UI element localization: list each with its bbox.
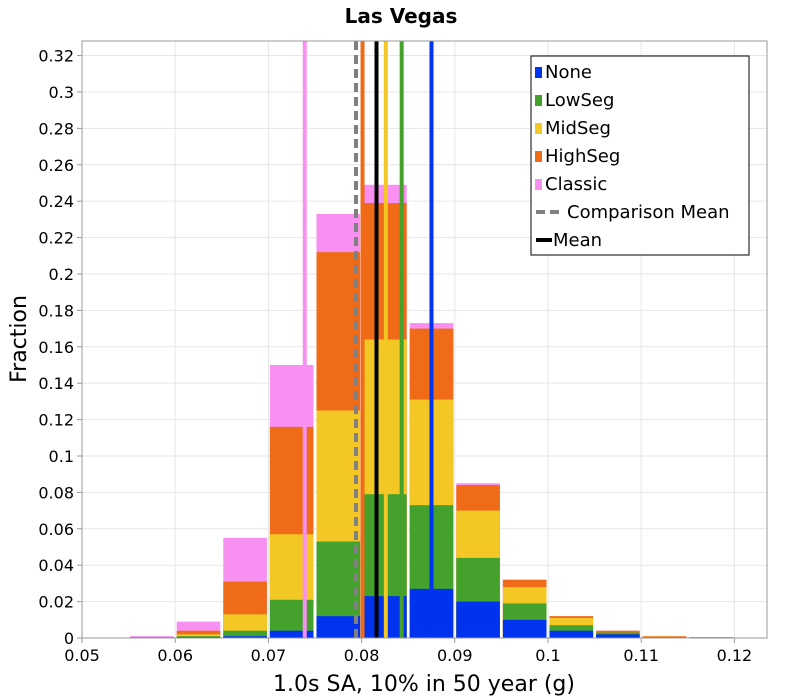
y-tick-label-0: 0 [64,629,74,648]
bar-lowseg-2 [223,630,267,638]
y-tick-label-13: 0.26 [38,156,74,175]
legend-label-highseg: HighSeg [545,146,620,167]
y-tick-label-12: 0.24 [38,192,74,211]
y-tick-label-16: 0.32 [38,47,74,66]
bar-none-10 [596,634,640,638]
x-axis-ticks: 0.05 0.06 0.07 0.08 0.09 0.1 0.11 0.12 [64,638,752,665]
y-tick-label-4: 0.08 [38,483,74,502]
legend-label-lowseg: LowSeg [545,90,614,111]
y-axis-ticks: 0 0.02 0.04 0.06 0.08 0.1 0.12 0.14 0.16 0.18 0.2 0… [38,47,82,648]
y-tick-label-7: 0.14 [38,374,74,393]
legend-label-classic: Classic [545,174,607,195]
y-tick-label-8: 0.16 [38,338,74,357]
y-tick-label-9: 0.18 [38,301,74,320]
bar-none-3 [269,630,314,638]
y-axis-label: Fraction [7,295,32,383]
x-axis-label: 1.0s SA, 10% in 50 year (g) [273,672,575,697]
y-tick-label-2: 0.04 [38,556,74,575]
legend-swatch-midseg [535,123,542,134]
bar-none-2 [223,636,267,638]
y-tick-label-10: 0.2 [49,265,74,284]
x-tick-label-6: 0.11 [623,646,659,665]
y-tick-label-3: 0.06 [38,520,74,539]
bar-none-7 [456,601,500,638]
x-tick-label-0: 0.05 [64,646,100,665]
legend-label-midseg: MidSeg [545,118,611,139]
x-tick-label-4: 0.09 [437,646,473,665]
y-tick-label-1: 0.02 [38,593,74,612]
legend: None LowSeg MidSeg HighSeg Classic Comparison… [530,55,750,256]
x-tick-label-1: 0.06 [157,646,193,665]
legend-swatch-none [535,67,542,78]
bar-none-9 [549,630,594,638]
legend-label-mean: Mean [553,230,602,251]
x-tick-label-7: 0.12 [717,646,753,665]
bar-none-4 [316,616,361,638]
y-tick-label-6: 0.12 [38,411,74,430]
legend-swatch-highseg [535,151,542,162]
plot-frame [81,40,768,639]
bar-none-8 [502,619,547,638]
legend-swatch-lowseg [535,95,542,106]
legend-box [530,55,750,256]
y-tick-label-15: 0.3 [49,83,74,102]
x-tick-label-2: 0.07 [251,646,287,665]
y-tick-label-11: 0.22 [38,229,74,248]
legend-swatch-classic [535,179,542,190]
legend-label-comparison-mean: Comparison Mean [567,202,730,223]
y-tick-label-14: 0.28 [38,119,74,138]
x-tick-label-3: 0.08 [344,646,380,665]
y-tick-label-5: 0.1 [49,447,74,466]
chart-title: Las Vegas [345,4,458,28]
mean-lines [302,41,434,638]
legend-label-none: None [545,62,592,83]
x-tick-label-5: 0.1 [535,646,560,665]
